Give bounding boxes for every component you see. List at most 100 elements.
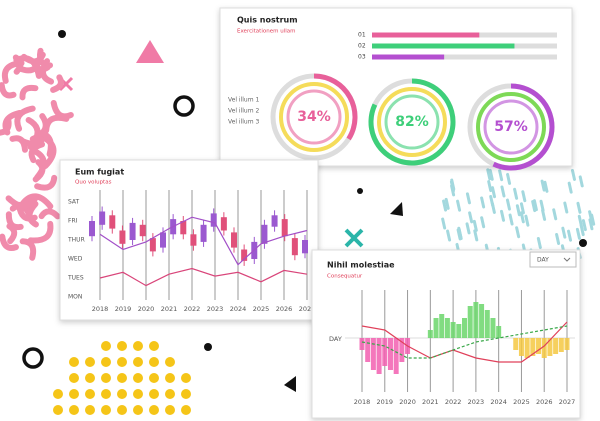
squiggle bbox=[32, 148, 47, 181]
stripe bbox=[465, 192, 471, 205]
stripe bbox=[524, 214, 530, 227]
legend-item: Vel illum 1 bbox=[228, 97, 259, 104]
yellow-dot bbox=[101, 373, 111, 383]
squiggle bbox=[0, 118, 12, 136]
x-tick-label: 2026 bbox=[536, 398, 553, 406]
stripe bbox=[468, 211, 474, 224]
stripe bbox=[506, 172, 512, 185]
candle bbox=[89, 221, 95, 237]
area-bar bbox=[376, 338, 382, 374]
yellow-dot bbox=[117, 373, 127, 383]
cross bbox=[344, 228, 364, 248]
stripe bbox=[579, 224, 585, 237]
x-tick-label: 2018 bbox=[92, 305, 109, 313]
donut-ring bbox=[377, 87, 447, 157]
bar bbox=[372, 43, 515, 49]
yellow-dot bbox=[181, 405, 191, 415]
area-bar bbox=[450, 322, 456, 338]
stripe bbox=[543, 180, 549, 193]
stripe bbox=[444, 197, 450, 210]
squiggle bbox=[50, 74, 64, 93]
y-tick-label: THUR bbox=[67, 237, 85, 244]
stripe bbox=[472, 219, 478, 232]
yellow-dot bbox=[149, 341, 159, 351]
card-subtitle: Consequatur bbox=[327, 274, 363, 280]
yellow-dot bbox=[53, 389, 63, 399]
candle bbox=[119, 230, 126, 244]
card-subtitle: Exercitationem ullam bbox=[237, 29, 295, 35]
area-bar bbox=[530, 338, 536, 356]
area-bar bbox=[393, 338, 399, 374]
bar-track bbox=[372, 54, 557, 60]
stripe bbox=[515, 226, 521, 239]
dot bbox=[357, 188, 363, 194]
stripe bbox=[508, 213, 514, 226]
candle bbox=[129, 222, 136, 240]
stripe bbox=[486, 168, 492, 181]
area-bar bbox=[541, 338, 547, 358]
x-tick-label: 2021 bbox=[422, 398, 439, 406]
stripe bbox=[513, 187, 519, 200]
stripe bbox=[491, 186, 497, 199]
triangle bbox=[136, 40, 164, 63]
squiggle bbox=[40, 58, 55, 85]
stripe bbox=[531, 200, 537, 213]
yellow-dot bbox=[133, 405, 143, 415]
stripe bbox=[446, 229, 452, 242]
yellow-dot bbox=[85, 405, 95, 415]
x-tick-label: 2024 bbox=[230, 305, 247, 313]
area-bar bbox=[536, 338, 542, 354]
card-title: Eum fugiat bbox=[75, 168, 124, 177]
area-bar bbox=[513, 338, 519, 350]
area-bar bbox=[359, 338, 365, 350]
yellow-dot bbox=[117, 405, 127, 415]
x-tick-label: 2023 bbox=[207, 305, 224, 313]
squiggle bbox=[0, 233, 19, 252]
yellow-dot bbox=[69, 389, 79, 399]
dot bbox=[204, 343, 212, 351]
candle bbox=[139, 224, 146, 237]
card-subtitle: Quo voluptas bbox=[75, 180, 112, 186]
bar-label: 03 bbox=[358, 54, 366, 61]
triangle bbox=[284, 376, 296, 392]
candle bbox=[241, 249, 248, 261]
stripe bbox=[567, 229, 573, 242]
yellow-dot bbox=[117, 341, 127, 351]
candle bbox=[231, 232, 237, 248]
y-tick-label: SAT bbox=[68, 199, 80, 206]
area-bar bbox=[444, 318, 450, 338]
stripe bbox=[456, 199, 462, 212]
area-bar bbox=[439, 314, 445, 338]
area-bar bbox=[462, 318, 467, 338]
squiggle bbox=[27, 220, 54, 244]
y-tick-label: MON bbox=[68, 294, 82, 301]
bar bbox=[372, 54, 445, 60]
dropdown[interactable] bbox=[529, 251, 577, 268]
donut-arc bbox=[313, 73, 358, 141]
x-tick-label: 2023 bbox=[468, 398, 485, 406]
yellow-dot bbox=[133, 373, 143, 383]
y-tick-label: WED bbox=[68, 256, 83, 263]
stripe bbox=[575, 227, 581, 240]
x-tick-label: 2026 bbox=[276, 305, 293, 313]
yellow-dot bbox=[53, 405, 63, 415]
donut-ring bbox=[286, 89, 342, 145]
stripe bbox=[532, 199, 538, 212]
stripe bbox=[450, 178, 456, 191]
stripe bbox=[500, 185, 506, 198]
yellow-dot bbox=[133, 389, 143, 399]
candle bbox=[180, 221, 187, 235]
yellow-dot bbox=[69, 357, 79, 367]
stripe bbox=[500, 209, 506, 222]
stripe bbox=[588, 218, 594, 231]
yellow-dot bbox=[181, 389, 191, 399]
line bbox=[361, 321, 568, 363]
squiggle bbox=[0, 82, 17, 99]
yellow-dot bbox=[149, 389, 159, 399]
stripe bbox=[540, 179, 546, 192]
squiggle bbox=[14, 105, 36, 132]
stripe bbox=[465, 222, 471, 235]
candle bbox=[210, 213, 217, 227]
stripe bbox=[505, 198, 511, 211]
dropdown-arrow bbox=[563, 257, 571, 262]
